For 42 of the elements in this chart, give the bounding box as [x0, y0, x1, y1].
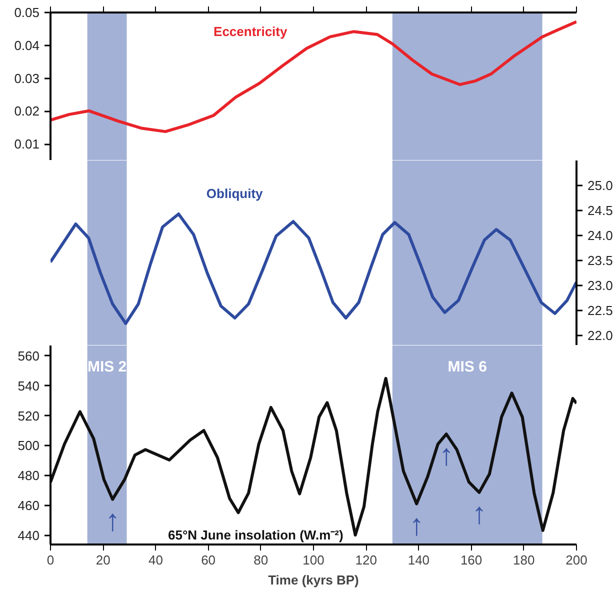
line-series [50, 212, 576, 325]
y-tick-label: 540 [18, 378, 40, 394]
y-tick-label: 22.5 [588, 303, 613, 318]
band-label: MIS 6 [448, 358, 487, 376]
text: Obliquity [206, 186, 264, 202]
annotation: ↑ [409, 508, 424, 542]
x-tick-label: 200 [566, 552, 588, 568]
x-tick-label: 20 [96, 552, 110, 568]
y-tick-label: 22.0 [588, 328, 613, 343]
x-tick-label: 40 [148, 552, 163, 568]
x-tick-label: 60 [201, 552, 216, 568]
x-axis-title: Time (kyrs BP) [268, 572, 359, 588]
y-tick-label: 0.04 [14, 38, 40, 53]
annotation: ↑ [438, 439, 454, 472]
y-tick-label: 0.03 [14, 70, 40, 86]
series-label: 65°N June insolation (W.m⁻²) [168, 528, 344, 543]
y-tick-label: 23.5 [588, 253, 613, 268]
y-tick-label: 0.01 [14, 136, 40, 152]
y-tick-label: 520 [18, 408, 40, 424]
line-series [50, 20, 576, 134]
series-label: Eccentricity [214, 24, 288, 40]
x-tick-label: 80 [254, 552, 268, 568]
y-tick-label: 0.05 [14, 5, 40, 20]
x-tick-label: 140 [408, 552, 430, 568]
y-tick-label: 440 [18, 528, 40, 544]
y-tick-label: 24.5 [588, 203, 613, 218]
annotation: ↑ [472, 497, 487, 530]
y-tick-label: 23.0 [588, 278, 613, 293]
band-label: MIS 2 [87, 358, 127, 376]
y-tick-label: 24.0 [588, 228, 613, 243]
y-tick-label: 460 [18, 498, 40, 514]
x-tick-label: 0 [46, 552, 54, 568]
x-tick-label: 120 [355, 552, 377, 568]
annotation: ↑ [105, 504, 120, 538]
y-tick-label: 560 [18, 348, 40, 364]
y-tick-label: 480 [18, 468, 40, 484]
x-tick-label: 100 [302, 552, 324, 568]
y-tick-label: 0.02 [14, 104, 40, 119]
x-tick-label: 160 [460, 552, 482, 568]
x-tick-label: 180 [513, 552, 535, 568]
y-tick-label: 25.0 [588, 178, 613, 193]
y-tick-label: 500 [18, 438, 40, 454]
